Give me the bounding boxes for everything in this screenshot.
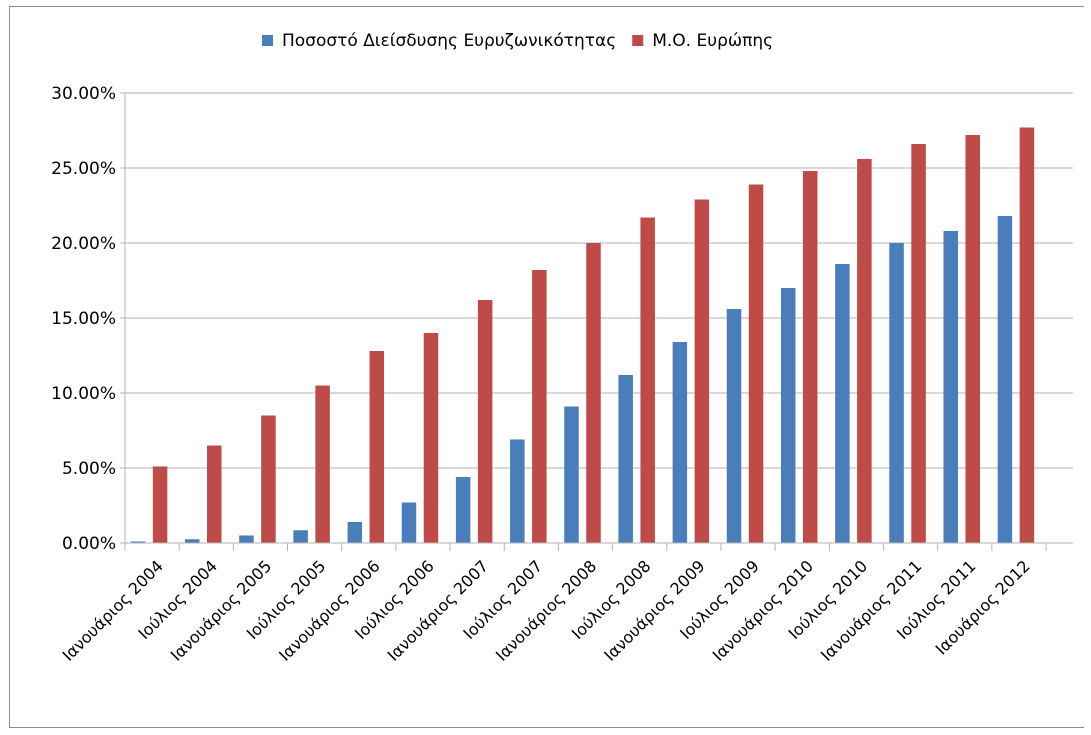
bar-broadband-penetration: [455, 477, 471, 543]
bar-europe-average: [152, 466, 168, 543]
bar-broadband-penetration: [943, 231, 958, 543]
axes: [124, 93, 1073, 551]
bar-europe-average: [857, 159, 872, 543]
bar-europe-average: [423, 333, 439, 543]
x-category-label: Ιανουάριος 2008: [492, 556, 600, 664]
bar-europe-average: [694, 199, 710, 543]
x-category-label: Ιανουάριος 2007: [384, 556, 492, 664]
bar-broadband-penetration: [997, 216, 1013, 543]
bar-broadband-penetration: [889, 243, 904, 543]
bar-broadband-penetration: [726, 309, 742, 543]
bar-europe-average: [965, 135, 980, 543]
y-tick-label: 20.00%: [51, 234, 116, 254]
y-tick-label: 15.00%: [51, 309, 116, 329]
bar-europe-average: [477, 300, 493, 543]
bars: [130, 127, 1035, 543]
bar-europe-average: [315, 385, 330, 543]
bar-broadband-penetration: [130, 541, 146, 543]
x-category-label: Ιαουάριος 2012: [932, 556, 1034, 658]
bar-europe-average: [261, 415, 276, 543]
bar-europe-average: [640, 217, 655, 543]
bar-broadband-penetration: [347, 522, 363, 543]
bar-broadband-penetration: [293, 530, 308, 543]
bar-broadband-penetration: [510, 439, 525, 543]
y-tick-label: 30.00%: [51, 84, 116, 104]
legend-swatch: [632, 35, 644, 46]
y-tick-label: 5.00%: [62, 459, 116, 479]
x-category-label: Ιανουάριος 2004: [58, 556, 166, 664]
legend-label: Μ.Ο. Ευρώπης: [652, 31, 773, 51]
legend-swatch: [262, 35, 273, 46]
legend: Ποσοστό Διείσδυσης Ευρυζωνικότητας Μ.Ο. Ε…: [262, 31, 773, 51]
bar-europe-average: [802, 171, 818, 543]
chart-border: [9, 6, 1084, 728]
bar-broadband-penetration: [239, 535, 254, 543]
bar-broadband-penetration: [835, 264, 850, 543]
bar-europe-average: [748, 184, 764, 543]
bar-broadband-penetration: [672, 342, 688, 543]
bar-broadband-penetration: [618, 375, 633, 543]
y-axis-ticks: 0.00% 5.00% 10.00% 15.00% 20.00% 25.00% 30.00%: [51, 84, 125, 554]
x-category-label: Ιανουάριος 2006: [275, 556, 383, 664]
bar-europe-average: [911, 144, 926, 543]
x-category-label: Ιανουάριος 2009: [600, 556, 708, 664]
bar-broadband-penetration: [401, 502, 417, 543]
legend-label: Ποσοστό Διείσδυσης Ευρυζωνικότητας: [282, 31, 616, 51]
x-category-label: Ιανουάριος 2005: [167, 556, 275, 664]
y-tick-label: 25.00%: [51, 159, 116, 179]
x-category-label: Ιανουάριος 2010: [709, 556, 817, 664]
bar-europe-average: [207, 445, 222, 543]
bar-broadband-penetration: [780, 288, 796, 543]
y-tick-label: 0.00%: [62, 534, 116, 554]
bar-broadband-penetration: [185, 539, 200, 543]
y-tick-label: 10.00%: [51, 384, 116, 404]
bar-europe-average: [586, 243, 601, 543]
bar-europe-average: [1019, 127, 1035, 543]
bar-europe-average: [369, 351, 385, 543]
bar-europe-average: [532, 270, 547, 543]
x-category-label: Ιανουάριος 2011: [817, 556, 925, 664]
bar-broadband-penetration: [564, 406, 579, 543]
